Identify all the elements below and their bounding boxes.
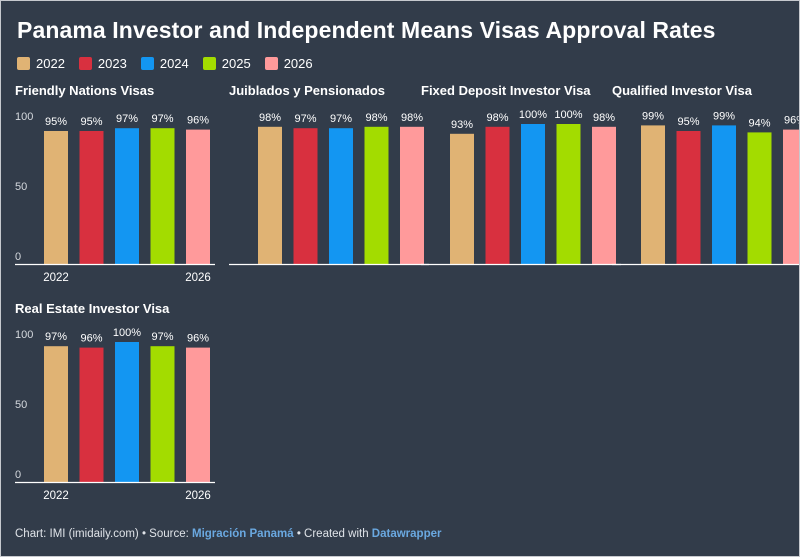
panel-1-ytick-label: 100 (15, 111, 33, 123)
footer-prefix: Chart: IMI (imidaily.com) • Source: (15, 528, 192, 540)
panel-5-ytick-label: 100 (15, 329, 33, 341)
legend-item-2025: 2025 (202, 56, 251, 71)
panel-1-bar-2025 (150, 128, 175, 264)
panel-1-data-label-2024: 97% (116, 113, 138, 125)
panel-5-xtick-label: 2026 (185, 490, 211, 502)
legend-swatch-2022 (17, 57, 30, 70)
panel-1-bar-2022 (44, 131, 68, 264)
panel-3-title: Fixed Deposit Investor Visa (421, 83, 591, 98)
legend-item-2024: 2024 (140, 56, 189, 71)
panel-2-data-label-2025: 98% (365, 112, 387, 124)
panel-2-data-label-2026: 98% (401, 112, 423, 124)
panel-5-title: Real Estate Investor Visa (15, 301, 170, 316)
legend-item-2023: 2023 (78, 56, 127, 71)
panel-4-data-label-2022: 99% (642, 110, 664, 122)
panel-1-bar-2024 (115, 128, 139, 264)
panel-3-data-label-2024: 100% (519, 109, 547, 121)
legend-swatch-2025 (202, 57, 216, 70)
panel-5-data-label-2026: 96% (187, 333, 209, 345)
panel-2-bar-2022 (258, 126, 282, 264)
panel-5-bar-2023 (79, 347, 104, 482)
panel-3-data-label-2025: 100% (554, 109, 582, 121)
panel-5-bar-2025 (150, 346, 175, 482)
legend-label-2026: 2026 (283, 56, 313, 71)
panel-3-bar-2025 (556, 124, 581, 264)
panel-4-bar-2023 (676, 131, 701, 264)
panel-4-data-label-2026: 96% (784, 115, 799, 127)
source-link[interactable]: Migración Panamá (192, 528, 294, 540)
panel-2-data-label-2023: 97% (294, 113, 316, 125)
panel-1-data-label-2023: 95% (80, 116, 102, 128)
panel-4-bar-2026 (783, 129, 799, 264)
panel-1-data-label-2025: 97% (151, 113, 173, 125)
legend-swatch-2026 (264, 57, 278, 70)
legend-swatch-2024 (140, 57, 154, 70)
legend-label-2023: 2023 (97, 56, 127, 71)
panel-2-bar-2024 (329, 128, 353, 264)
panel-5-data-label-2023: 96% (80, 333, 102, 345)
panel-5-ytick-label: 0 (15, 469, 21, 481)
panel-4-data-label-2025: 94% (748, 117, 770, 129)
panel-3-data-label-2022: 93% (451, 119, 473, 131)
panel-1-ytick-label: 50 (15, 181, 27, 193)
panel-3-bar-2023 (485, 126, 510, 264)
panel-5-ytick-label: 50 (15, 399, 27, 411)
panel-1-xtick-label: 2026 (185, 272, 211, 284)
panel-2-bar-2023 (293, 128, 318, 264)
panel-5-bar-2024 (115, 342, 139, 482)
panel-3-data-label-2026: 98% (593, 112, 615, 124)
panel-2-data-label-2022: 98% (259, 112, 281, 124)
panel-4-bar-2024 (712, 125, 736, 265)
panel-4-title: Qualified Investor Visa (612, 83, 753, 98)
panel-5-bar-2026 (186, 347, 210, 482)
panel-2-data-label-2024: 97% (330, 113, 352, 125)
panel-1-data-label-2026: 96% (187, 115, 209, 127)
legend-item-2026: 2026 (264, 56, 313, 71)
panel-2-title: Juiblados y Pensionados (229, 83, 385, 98)
panel-5-xtick-label: 2022 (43, 490, 69, 502)
panel-4-bar-2025 (747, 132, 772, 264)
small-multiples-panels: Friendly Nations Visas 100 50 0 95% 95% 97% 97%… (15, 83, 799, 502)
datawrapper-link[interactable]: Datawrapper (371, 528, 442, 540)
panel-4-data-label-2023: 95% (677, 116, 699, 128)
panel-3-bar-2022 (450, 133, 474, 264)
panel-5-bar-2022 (44, 346, 68, 482)
legend-item-2022: 2022 (17, 56, 65, 71)
panel-4-bar-2022 (641, 125, 665, 265)
panel-2-bar-2026 (400, 126, 424, 264)
panel-1-data-label-2022: 95% (45, 116, 67, 128)
legend-label-2022: 2022 (36, 56, 65, 71)
legend-label-2024: 2024 (159, 56, 189, 71)
panel-2-bar-2025 (364, 126, 389, 264)
panel-3-bar-2026 (592, 126, 616, 264)
panel-1-bar-2026 (186, 129, 210, 264)
panel-1-ytick-label: 0 (15, 251, 21, 263)
legend: 2022 2023 2024 2025 2026 (17, 56, 313, 71)
panel-1-title: Friendly Nations Visas (15, 83, 154, 98)
panel-1-bar-2023 (79, 131, 104, 264)
panel-5-data-label-2024: 100% (113, 327, 141, 339)
legend-label-2025: 2025 (221, 56, 251, 71)
footer-credits: Chart: IMI (imidaily.com) • Source: Migr… (15, 528, 441, 540)
legend-swatch-2023 (78, 57, 92, 70)
panel-3-data-label-2023: 98% (486, 112, 508, 124)
panel-5-data-label-2025: 97% (151, 331, 173, 343)
panel-5-data-label-2022: 97% (45, 331, 67, 343)
chart-title: Panama Investor and Independent Means Vi… (17, 17, 716, 43)
panel-3-bar-2024 (521, 124, 545, 264)
footer-middle: • Created with (293, 528, 372, 540)
panel-1-xtick-label: 2022 (43, 272, 69, 284)
panel-4-data-label-2024: 99% (713, 110, 735, 122)
